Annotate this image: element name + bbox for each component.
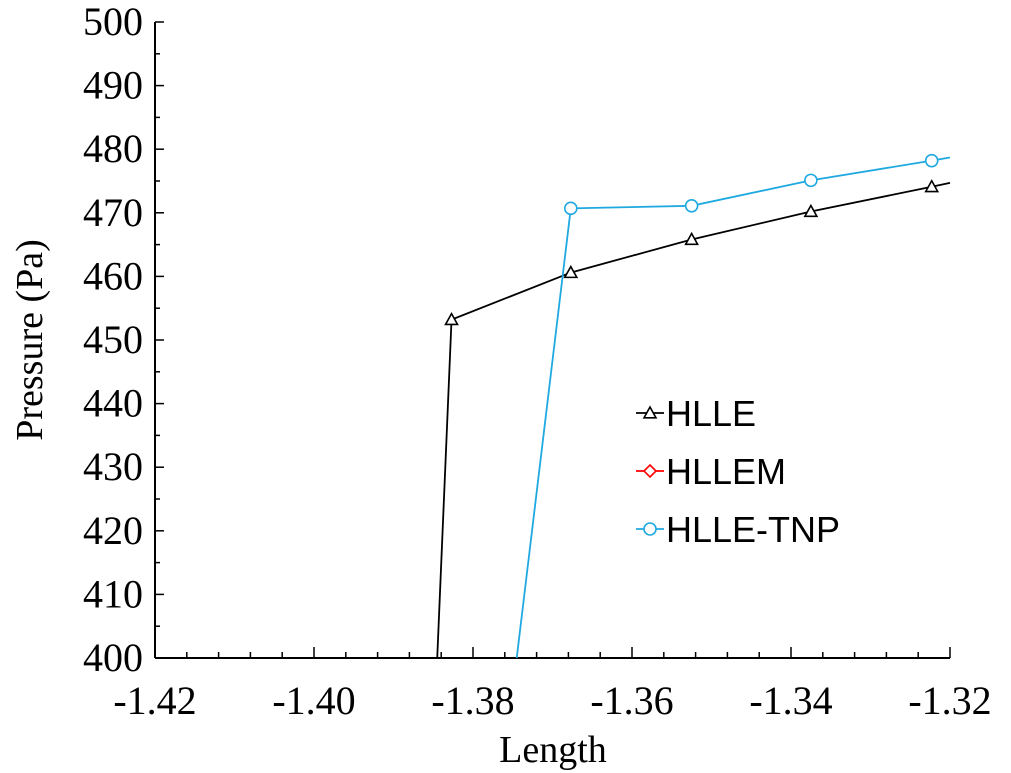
y-tick-label: 480 (83, 126, 143, 171)
y-tick-label: 500 (83, 0, 143, 44)
data-point (563, 201, 578, 216)
x-tick-label: -1.32 (908, 678, 991, 723)
legend-label: HLLE (666, 393, 756, 434)
y-tick-label: 400 (83, 635, 143, 680)
x-tick-label: -1.42 (113, 678, 196, 723)
y-tick-label: 490 (83, 63, 143, 108)
data-point (444, 312, 459, 326)
data-point (684, 199, 699, 213)
y-tick-label: 430 (83, 444, 143, 489)
data-point (563, 264, 579, 279)
x-axis-label: Length (499, 729, 607, 771)
y-axis-label: Pressure (Pa) (9, 239, 51, 441)
x-tick-label: -1.34 (749, 678, 832, 723)
y-tick-label: 410 (83, 571, 143, 616)
data-point (684, 231, 699, 246)
y-tick-label: 470 (83, 190, 143, 235)
legend-marker (643, 522, 657, 536)
x-tick-label: -1.40 (272, 678, 355, 723)
legend-marker (642, 405, 658, 419)
legend-label: HLLEM (666, 451, 786, 492)
y-tick-label: 450 (83, 317, 143, 362)
x-tick-label: -1.36 (590, 678, 673, 723)
data-point (924, 179, 940, 193)
plot-area (436, 153, 951, 659)
data-point (803, 203, 819, 218)
data-point (924, 153, 939, 168)
legend-label: HLLE-TNP (666, 509, 840, 550)
data-point (804, 173, 818, 188)
y-tick-label: 420 (83, 508, 143, 553)
legend-marker (642, 463, 658, 479)
y-tick-label: 460 (83, 253, 143, 298)
axes: 400 410 420 430 440 450 460 470 480 490 500 -1.42 -1… (83, 0, 992, 723)
x-tick-label: -1.38 (431, 678, 514, 723)
legend: HLLE HLLEM HLLE-TNP (636, 393, 840, 550)
y-tick-label: 440 (83, 381, 143, 426)
